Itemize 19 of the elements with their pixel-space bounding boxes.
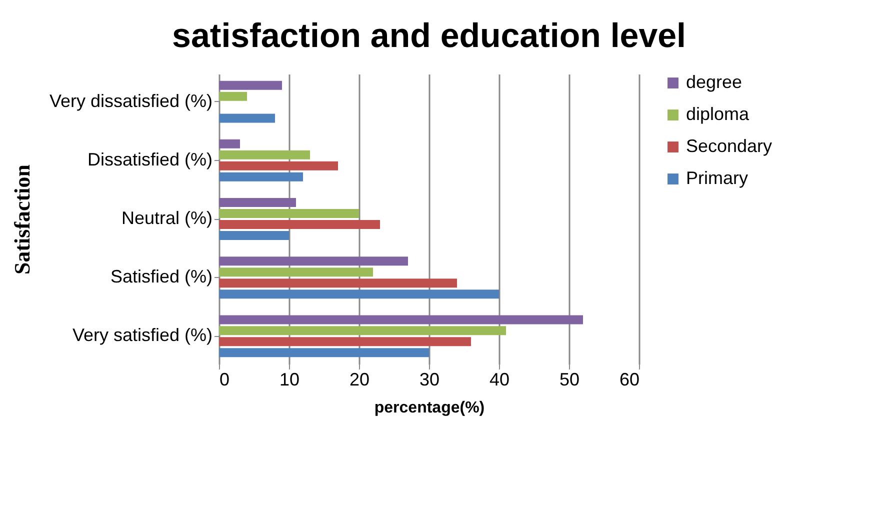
y-tick-label: Very dissatisfied (%) — [49, 90, 212, 111]
legend-label: degree — [686, 72, 742, 92]
x-tick-label: 0 — [220, 370, 230, 390]
x-tick-label: 30 — [419, 370, 440, 390]
x-tick-label: 60 — [619, 370, 640, 390]
y-tick-label: Dissatisfied (%) — [87, 149, 212, 170]
legend-label: Primary — [686, 168, 748, 188]
legend-label: Secondary — [686, 136, 772, 156]
legend-label: diploma — [686, 104, 750, 124]
chart-title: satisfaction and education level — [172, 17, 686, 55]
x-tick-label: 10 — [279, 370, 300, 390]
x-tick-label: 20 — [349, 370, 370, 390]
x-axis-title: percentage(%) — [374, 400, 485, 416]
y-tick-label: Satisfied (%) — [110, 266, 212, 287]
y-tick-label: Very satisfied (%) — [72, 325, 212, 346]
y-tick-label: Neutral (%) — [121, 208, 212, 228]
x-tick-label: 50 — [559, 370, 580, 390]
y-axis-title: Satisfaction — [9, 164, 34, 274]
x-tick-label: 40 — [489, 370, 510, 390]
